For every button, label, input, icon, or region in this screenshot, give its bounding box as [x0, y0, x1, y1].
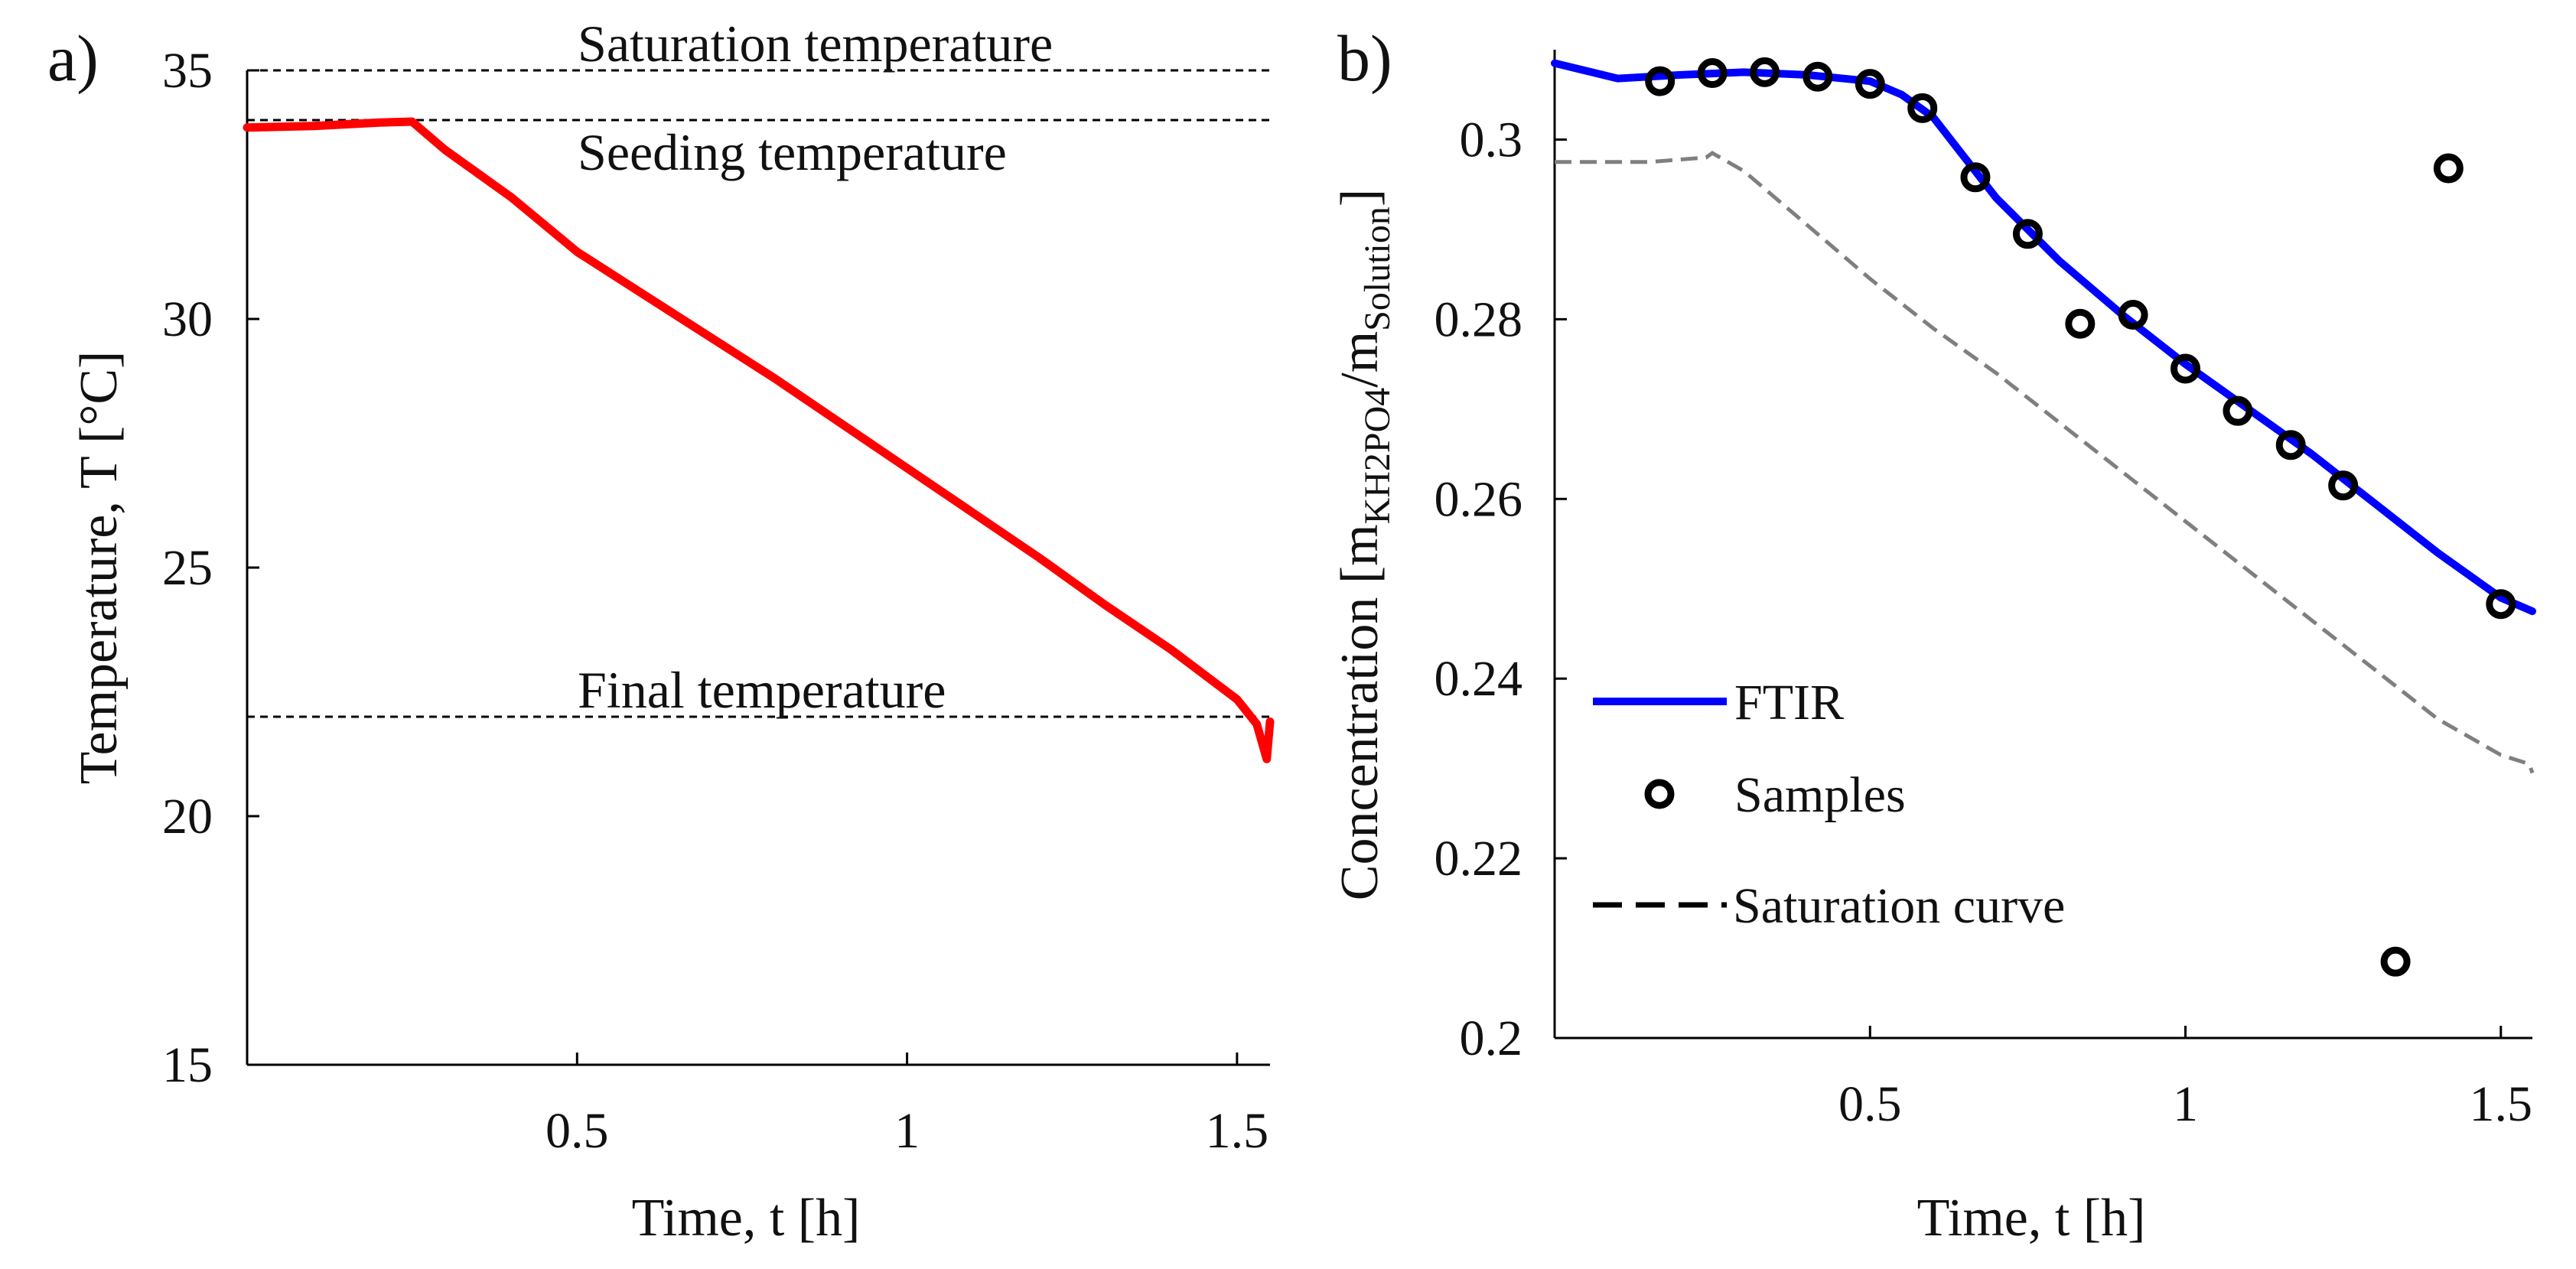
sample-point-8	[2065, 308, 2096, 339]
panel-a-x-ticks: 0.5 1 1.5	[545, 1053, 1268, 1159]
y-title-prefix: Concentration [m	[1330, 524, 1389, 900]
sample-point-2	[1750, 57, 1780, 87]
panel-b-y-tick-label-3: 0.26	[1435, 471, 1523, 527]
legend-ftir-label: FTIR	[1734, 675, 1844, 730]
panel-b-label: b)	[1337, 21, 1392, 95]
temperature-line	[243, 117, 1275, 763]
ref-label-seeding: Seeding temperature	[578, 123, 1007, 181]
sample-point-10	[2171, 353, 2201, 384]
panel-b-x-tick-label-2: 1.5	[2470, 1076, 2533, 1132]
panel-a-reference-lines: Saturation temperature Seeding temperatur…	[247, 15, 1270, 719]
panel-a-x-tick-label-1: 1	[894, 1103, 920, 1159]
panel-a-label: a)	[47, 21, 99, 95]
ref-label-final: Final temperature	[578, 661, 946, 719]
y-title-suffix: ]	[1330, 189, 1389, 207]
legend: FTIR Samples Saturation curve	[1593, 675, 2065, 934]
panel-b-y-tick-label-1: 0.22	[1435, 831, 1523, 887]
legend-saturation-label: Saturation curve	[1733, 878, 2065, 934]
panel-b-y-tick-label-0: 0.2	[1460, 1010, 1523, 1066]
panel-b-y-tick-label-2: 0.24	[1435, 651, 1523, 707]
y-title-sub2: Solution	[1357, 207, 1398, 331]
sample-point-9	[2118, 299, 2148, 330]
panel-a-y-tick-label-1: 20	[162, 789, 213, 844]
sample-point-15	[2433, 153, 2464, 184]
panel-a-y-axis-title: Temperature, T [°C]	[70, 351, 129, 785]
sample-point-6	[1960, 162, 1991, 193]
y-title-mid: /m	[1330, 331, 1389, 388]
panel-b-x-tick-label-1: 1	[2173, 1076, 2198, 1132]
panel-a: a) 15 20 25 30 35 0.5 1 1.5 Saturation tempera…	[47, 15, 1275, 1248]
sample-point-3	[1803, 61, 1833, 92]
ref-label-saturation: Saturation temperature	[578, 15, 1053, 73]
legend-samples-marker	[1644, 779, 1675, 809]
panel-b-y-ticks: 0.2 0.22 0.24 0.26 0.28 0.3	[1435, 112, 1567, 1066]
panel-a-y-tick-label-4: 35	[162, 43, 213, 99]
sample-point-5	[1907, 93, 1938, 123]
panel-b-x-axis-title: Time, t [h]	[1917, 1189, 2146, 1248]
sample-point-11	[2223, 395, 2253, 426]
y-title-sub1: KH2PO4	[1357, 388, 1398, 525]
panel-b-x-tick-label-0: 0.5	[1838, 1076, 1902, 1132]
panel-a-y-tick-label-3: 30	[162, 291, 213, 347]
panel-a-y-tick-label-0: 15	[162, 1037, 213, 1093]
sample-point-12	[2275, 430, 2306, 460]
panel-b-y-axis-title: Concentration [mKH2PO4/mSolution]	[1330, 189, 1398, 900]
sample-point-4	[1855, 69, 1885, 99]
sample-point-14	[2380, 946, 2411, 977]
panel-a-x-tick-label-0: 0.5	[545, 1103, 609, 1159]
sample-point-13	[2328, 470, 2359, 501]
legend-samples-label: Samples	[1734, 767, 1906, 823]
panel-b-y-tick-label-4: 0.28	[1435, 291, 1523, 347]
sample-markers	[1645, 57, 2516, 977]
panel-b-x-ticks: 0.5 1 1.5	[1838, 1026, 2532, 1132]
panel-a-x-tick-label-2: 1.5	[1206, 1103, 1269, 1159]
panel-b: b) 0.2 0.22 0.24 0.26 0.28 0.3 0.5 1 1.5 FTIR S…	[1330, 21, 2536, 1248]
panel-a-x-axis-title: Time, t [h]	[632, 1189, 861, 1248]
sample-point-0	[1645, 66, 1676, 96]
ftir-line	[1551, 59, 2536, 616]
panel-a-y-ticks: 15 20 25 30 35	[162, 43, 259, 1093]
saturation-curve-line	[1555, 151, 2535, 774]
sample-point-7	[2012, 219, 2043, 249]
panel-b-y-tick-label-5: 0.3	[1460, 112, 1523, 168]
sample-point-16	[2486, 589, 2516, 620]
panel-a-y-tick-label-2: 25	[162, 540, 213, 596]
sample-point-1	[1697, 58, 1728, 89]
